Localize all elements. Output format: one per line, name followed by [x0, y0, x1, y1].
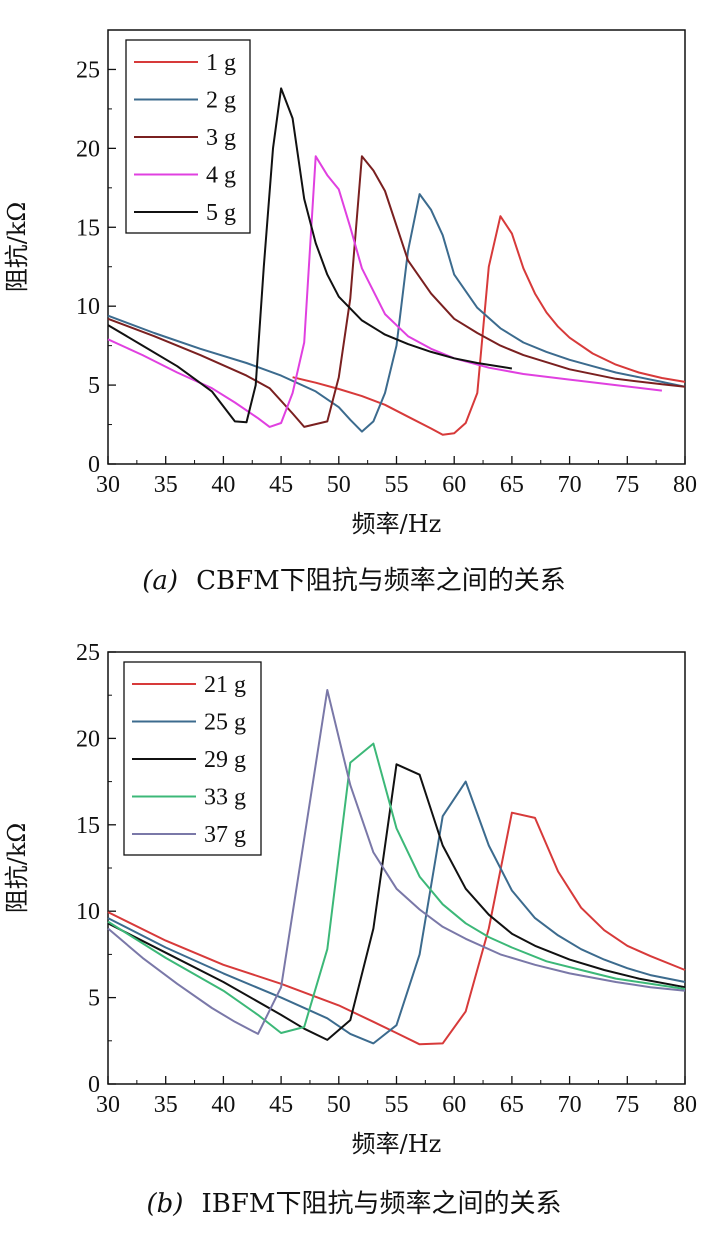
- legend-label: 4 g: [206, 163, 236, 189]
- x-tick-label: 45: [269, 1092, 293, 1118]
- x-tick-label: 70: [558, 472, 582, 498]
- x-tick-label: 75: [615, 1092, 639, 1118]
- x-tick-label: 40: [211, 472, 235, 498]
- series-line-37g: [107, 689, 686, 1035]
- legend-label: 1 g: [206, 50, 236, 76]
- y-tick-label: 20: [76, 726, 100, 752]
- series-line-29g: [107, 763, 686, 1041]
- legend-label: 2 g: [206, 88, 236, 114]
- legend-label: 29 g: [204, 747, 246, 773]
- y-tick-label: 25: [76, 640, 100, 666]
- y-tick-label: 10: [76, 294, 100, 320]
- x-tick-label: 30: [96, 472, 120, 498]
- y-tick-label: 0: [88, 452, 100, 478]
- legend-label: 5 g: [206, 200, 236, 226]
- y-axis-label: 阻抗/kΩ: [3, 202, 31, 293]
- x-axis-label: 频率/Hz: [352, 510, 442, 538]
- series-line-33g: [107, 742, 686, 1034]
- x-tick-label: 35: [154, 1092, 178, 1118]
- x-tick-label: 55: [385, 472, 409, 498]
- x-tick-label: 60: [442, 472, 466, 498]
- caption-b-text: IBFM下阻抗与频率之间的关系: [201, 1189, 562, 1219]
- x-tick-label: 75: [615, 472, 639, 498]
- chart-b: 30 35 40 45 50 55 60 65 70 75 80 0 5 10 15 20 25 频率/Hz 阻抗/…: [3, 640, 697, 1158]
- caption-a: (a) CBFM下阻抗与频率之间的关系: [0, 560, 708, 597]
- y-tick-label: 15: [76, 215, 100, 241]
- x-axis-label: 频率/Hz: [352, 1130, 442, 1158]
- chart-a: 30 35 40 45 50 55 60 65 70 75 80 0 5 10 15 20 25 频率/Hz 阻抗/…: [3, 29, 697, 538]
- legend-label: 21 g: [204, 672, 246, 698]
- caption-a-label: (a): [142, 566, 179, 596]
- y-tick-label: 15: [76, 813, 100, 839]
- y-axis-label: 阻抗/kΩ: [3, 823, 31, 914]
- x-tick-label: 50: [327, 1092, 351, 1118]
- x-tick-label: 65: [500, 1092, 524, 1118]
- caption-b: (b) IBFM下阻抗与频率之间的关系: [0, 1183, 708, 1220]
- y-tick-label: 10: [76, 899, 100, 925]
- y-tick-label: 5: [88, 986, 100, 1012]
- y-tick-label: 5: [88, 373, 100, 399]
- series-line-2g: [107, 193, 686, 433]
- x-tick-label: 40: [211, 1092, 235, 1118]
- x-tick-label: 50: [327, 472, 351, 498]
- x-tick-label: 80: [673, 1092, 697, 1118]
- x-tick-label: 45: [269, 472, 293, 498]
- x-tick-label: 30: [96, 1092, 120, 1118]
- y-tick-label: 25: [76, 57, 100, 83]
- x-tick-label: 70: [558, 1092, 582, 1118]
- y-tick-label: 20: [76, 136, 100, 162]
- series-line-4g: [107, 155, 663, 428]
- x-tick-label: 55: [385, 1092, 409, 1118]
- caption-b-label: (b): [146, 1189, 184, 1219]
- x-tick-label: 35: [154, 472, 178, 498]
- x-tick-label: 65: [500, 472, 524, 498]
- series-line-5g: [107, 87, 513, 424]
- series-line-25g: [107, 780, 686, 1045]
- legend-label: 25 g: [204, 710, 246, 736]
- x-tick-label: 60: [442, 1092, 466, 1118]
- legend-label: 37 g: [204, 822, 246, 848]
- caption-a-text: CBFM下阻抗与频率之间的关系: [196, 566, 566, 596]
- legend-label: 3 g: [206, 125, 236, 151]
- y-tick-label: 0: [88, 1072, 100, 1098]
- x-tick-label: 80: [673, 472, 697, 498]
- legend-label: 33 g: [204, 785, 246, 811]
- series-line-3g: [107, 155, 686, 428]
- series-line-1g: [292, 215, 686, 436]
